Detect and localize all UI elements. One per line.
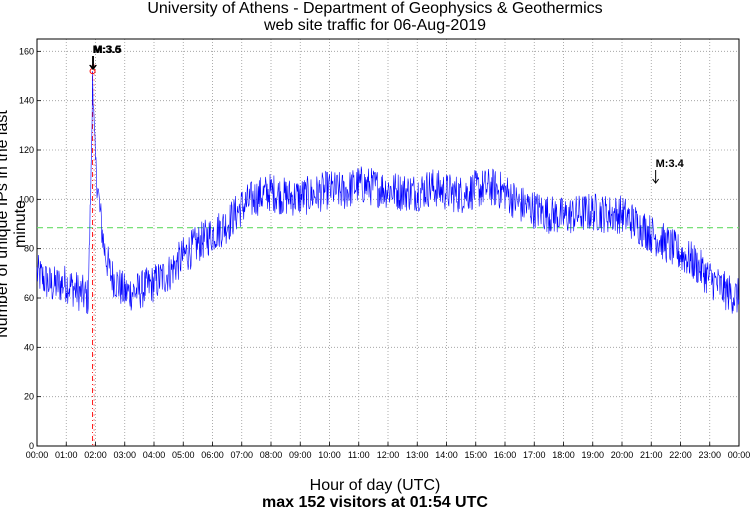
y-tick-label: 60 xyxy=(24,293,34,303)
y-tick-label: 160 xyxy=(19,46,34,56)
x-tick-label: 12:00 xyxy=(377,450,400,460)
earthquake-annotation-label: M:3.6 xyxy=(93,44,121,56)
y-tick-label: 140 xyxy=(19,96,34,106)
earthquake-annotation-label: M:3.4 xyxy=(656,158,685,170)
x-tick-label: 17:00 xyxy=(523,450,546,460)
y-tick-label: 20 xyxy=(24,392,34,402)
y-tick-label: 0 xyxy=(29,441,34,451)
chart-title: University of Athens - Department of Geo… xyxy=(147,0,603,17)
x-tick-label: 05:00 xyxy=(172,450,195,460)
x-tick-label: 16:00 xyxy=(494,450,517,460)
annotation-arrowhead xyxy=(89,64,96,70)
x-tick-label: 06:00 xyxy=(201,450,224,460)
x-tick-label: 13:00 xyxy=(406,450,429,460)
y-tick-label: 120 xyxy=(19,145,34,155)
annotation-arrowhead xyxy=(90,64,97,70)
x-tick-label: 11:00 xyxy=(348,450,370,460)
x-tick-label: 04:00 xyxy=(143,450,166,460)
x-tick-label: 03:00 xyxy=(113,450,136,460)
annotation-arrowhead xyxy=(652,178,660,184)
x-tick-label: 01:00 xyxy=(55,450,78,460)
x-tick-label: 20:00 xyxy=(611,450,634,460)
earthquake-annotation-label: M:3.5 xyxy=(93,44,121,56)
x-tick-label: 09:00 xyxy=(289,450,312,460)
y-tick-label: 80 xyxy=(24,244,34,254)
x-tick-label: 08:00 xyxy=(260,450,283,460)
max-visitors-note: max 152 visitors at 01:54 UTC xyxy=(262,494,488,511)
x-tick-label: 02:00 xyxy=(84,450,107,460)
x-tick-label: 07:00 xyxy=(230,450,253,460)
x-tick-label: 19:00 xyxy=(581,450,604,460)
plot-frame xyxy=(36,38,740,447)
y-tick-label: 40 xyxy=(24,342,34,352)
x-tick-label: 00:00 xyxy=(26,450,49,460)
x-tick-label: 22:00 xyxy=(669,450,692,460)
x-axis-label: Hour of day (UTC) xyxy=(309,477,441,494)
x-tick-label: 18:00 xyxy=(552,450,575,460)
x-tick-label: 10:00 xyxy=(318,450,341,460)
chart-subtitle: web site traffic for 06-Aug-2019 xyxy=(263,17,487,34)
y-tick-label: 100 xyxy=(19,194,34,204)
x-tick-label: 23:00 xyxy=(698,450,721,460)
x-tick-label: 00:00 xyxy=(728,450,750,460)
x-tick-label: 15:00 xyxy=(464,450,487,460)
x-tick-label: 14:00 xyxy=(435,450,458,460)
x-tick-label: 21:00 xyxy=(640,450,663,460)
traffic-series-line xyxy=(36,71,740,315)
